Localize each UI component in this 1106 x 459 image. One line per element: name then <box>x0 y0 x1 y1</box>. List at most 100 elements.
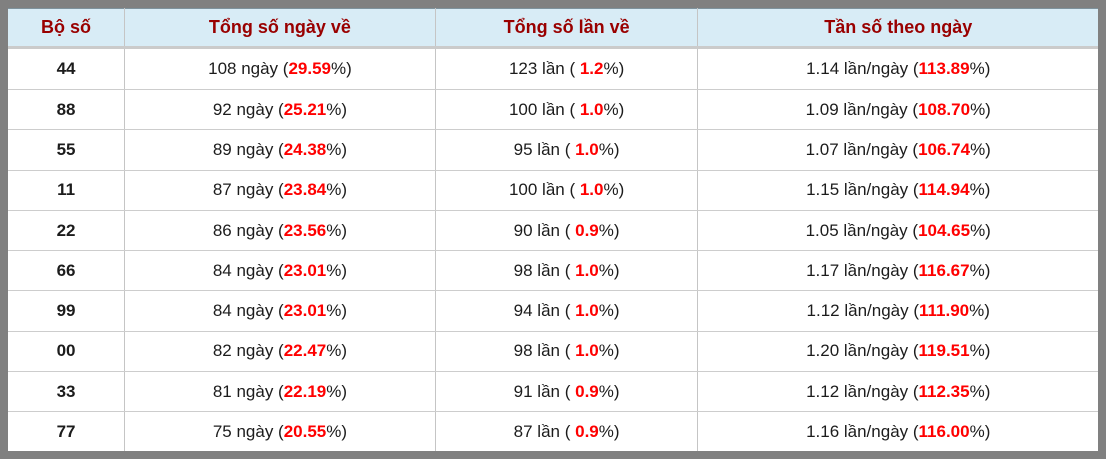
cell-frequency: 1.12 lần/ngày (111.90%) <box>697 290 1098 332</box>
cell-pair-number: 77 <box>8 411 126 451</box>
table-row: 11 87 ngày (23.84%) 100 lần ( 1.0%) 1.15… <box>8 170 1098 211</box>
percent-close: %) <box>598 381 620 401</box>
header-pair-number: Bộ số <box>8 8 126 49</box>
header-frequency-per-day: Tần số theo ngày <box>697 8 1098 49</box>
cell-total-times: 98 lần ( 1.0%) <box>435 331 699 372</box>
cell-frequency: 1.16 lần/ngày (116.00%) <box>697 411 1098 451</box>
header-row: Bộ số Tổng số ngày về Tổng số lần về Tần… <box>8 8 1098 49</box>
cell-frequency: 1.14 lần/ngày (113.89%) <box>697 47 1098 91</box>
frequency-text: 1.07 lần/ngày ( <box>805 140 919 160</box>
days-text: 89 ngày ( <box>212 140 284 160</box>
frequency-text: 1.05 lần/ngày ( <box>805 220 919 240</box>
frequency-percent-value: 112.35 <box>918 381 970 401</box>
days-text: 81 ngày ( <box>212 381 284 401</box>
frequency-text: 1.20 lần/ngày ( <box>806 341 919 361</box>
percent-close: %) <box>598 140 620 160</box>
times-text: 90 lần ( <box>513 220 576 240</box>
percent-close: %) <box>969 301 990 321</box>
frequency-percent-value: 104.65 <box>918 220 971 240</box>
frequency-text: 1.17 lần/ngày ( <box>806 260 919 280</box>
percent-close: %) <box>970 99 991 119</box>
times-text: 91 lần ( <box>513 381 576 401</box>
percent-close: %) <box>326 301 348 321</box>
days-percent-value: 24.38 <box>283 140 327 160</box>
percent-close: %) <box>969 260 991 280</box>
days-percent-value: 22.47 <box>283 341 327 361</box>
days-text: 82 ngày ( <box>212 341 284 361</box>
percent-close: %) <box>331 59 352 79</box>
percent-close: %) <box>326 220 348 240</box>
frequency-text: 1.15 lần/ngày ( <box>806 180 919 200</box>
cell-pair-number: 11 <box>8 170 126 211</box>
cell-total-times: 87 lần ( 0.9%) <box>435 411 699 451</box>
cell-total-days: 81 ngày (22.19%) <box>124 371 436 413</box>
percent-close: %) <box>598 260 620 280</box>
lottery-pair-stats-table: Bộ số Tổng số ngày về Tổng số lần về Tần… <box>8 8 1098 451</box>
percent-close: %) <box>326 341 348 361</box>
cell-total-times: 94 lần ( 1.0%) <box>435 290 699 332</box>
percent-close: %) <box>969 341 991 361</box>
percent-close: %) <box>970 140 991 160</box>
table-row: 33 81 ngày (22.19%) 91 lần ( 0.9%) 1.12 … <box>8 371 1098 413</box>
times-text: 94 lần ( <box>513 301 576 321</box>
days-percent-value: 23.01 <box>283 301 327 321</box>
percent-close: %) <box>969 381 991 401</box>
days-percent-value: 23.84 <box>283 180 327 200</box>
days-percent-value: 22.19 <box>283 381 327 401</box>
cell-frequency: 1.20 lần/ngày (119.51%) <box>697 331 1098 372</box>
days-text: 92 ngày ( <box>212 99 284 119</box>
cell-total-days: 84 ngày (23.01%) <box>124 290 436 332</box>
days-percent-value: 23.56 <box>283 220 327 240</box>
table-row: 44 108 ngày (29.59%) 123 lần ( 1.2%) 1.1… <box>8 47 1098 91</box>
times-percent-value: 0.9 <box>575 381 599 401</box>
times-text: 98 lần ( <box>513 260 576 280</box>
percent-close: %) <box>603 59 625 79</box>
times-text: 100 lần ( <box>508 99 580 119</box>
frequency-text: 1.16 lần/ngày ( <box>806 421 919 441</box>
times-percent-value: 1.0 <box>575 341 599 361</box>
times-text: 98 lần ( <box>513 341 576 361</box>
cell-total-days: 89 ngày (24.38%) <box>124 129 436 171</box>
frequency-text: 1.09 lần/ngày ( <box>805 99 919 119</box>
table-row: 77 75 ngày (20.55%) 87 lần ( 0.9%) 1.16 … <box>8 411 1098 451</box>
cell-total-days: 87 ngày (23.84%) <box>124 170 436 211</box>
times-text: 100 lần ( <box>508 180 580 200</box>
times-percent-value: 1.0 <box>579 99 604 119</box>
times-percent-value: 0.9 <box>575 220 599 240</box>
frequency-percent-value: 106.74 <box>918 140 971 160</box>
percent-close: %) <box>969 180 991 200</box>
percent-close: %) <box>598 341 620 361</box>
cell-frequency: 1.17 lần/ngày (116.67%) <box>697 250 1098 292</box>
cell-frequency: 1.07 lần/ngày (106.74%) <box>697 129 1098 171</box>
percent-close: %) <box>603 99 625 119</box>
cell-pair-number: 44 <box>8 47 126 91</box>
cell-total-times: 100 lần ( 1.0%) <box>435 170 699 211</box>
cell-total-days: 86 ngày (23.56%) <box>124 210 436 252</box>
days-text: 84 ngày ( <box>212 301 284 321</box>
percent-close: %) <box>969 59 991 79</box>
frequency-percent-value: 111.90 <box>919 301 970 321</box>
cell-frequency: 1.12 lần/ngày (112.35%) <box>697 371 1098 413</box>
cell-total-times: 90 lần ( 0.9%) <box>435 210 699 252</box>
percent-close: %) <box>326 99 348 119</box>
times-text: 95 lần ( <box>513 140 576 160</box>
cell-total-days: 84 ngày (23.01%) <box>124 250 436 292</box>
frequency-percent-value: 114.94 <box>918 180 970 200</box>
cell-pair-number: 55 <box>8 129 126 171</box>
cell-pair-number: 22 <box>8 210 126 252</box>
days-percent-value: 29.59 <box>288 59 331 79</box>
days-percent-value: 25.21 <box>283 99 327 119</box>
cell-total-days: 75 ngày (20.55%) <box>124 411 436 451</box>
table-row: 99 84 ngày (23.01%) 94 lần ( 1.0%) 1.12 … <box>8 290 1098 332</box>
days-text: 86 ngày ( <box>212 220 284 240</box>
cell-pair-number: 00 <box>8 331 126 372</box>
frequency-percent-value: 108.70 <box>918 99 971 119</box>
frequency-percent-value: 116.00 <box>918 421 970 441</box>
table-row: 88 92 ngày (25.21%) 100 lần ( 1.0%) 1.09… <box>8 89 1098 131</box>
frequency-percent-value: 116.67 <box>918 260 970 280</box>
cell-pair-number: 88 <box>8 89 126 131</box>
percent-close: %) <box>598 220 620 240</box>
times-percent-value: 1.0 <box>575 140 599 160</box>
percent-close: %) <box>326 180 348 200</box>
cell-frequency: 1.15 lần/ngày (114.94%) <box>697 170 1098 211</box>
